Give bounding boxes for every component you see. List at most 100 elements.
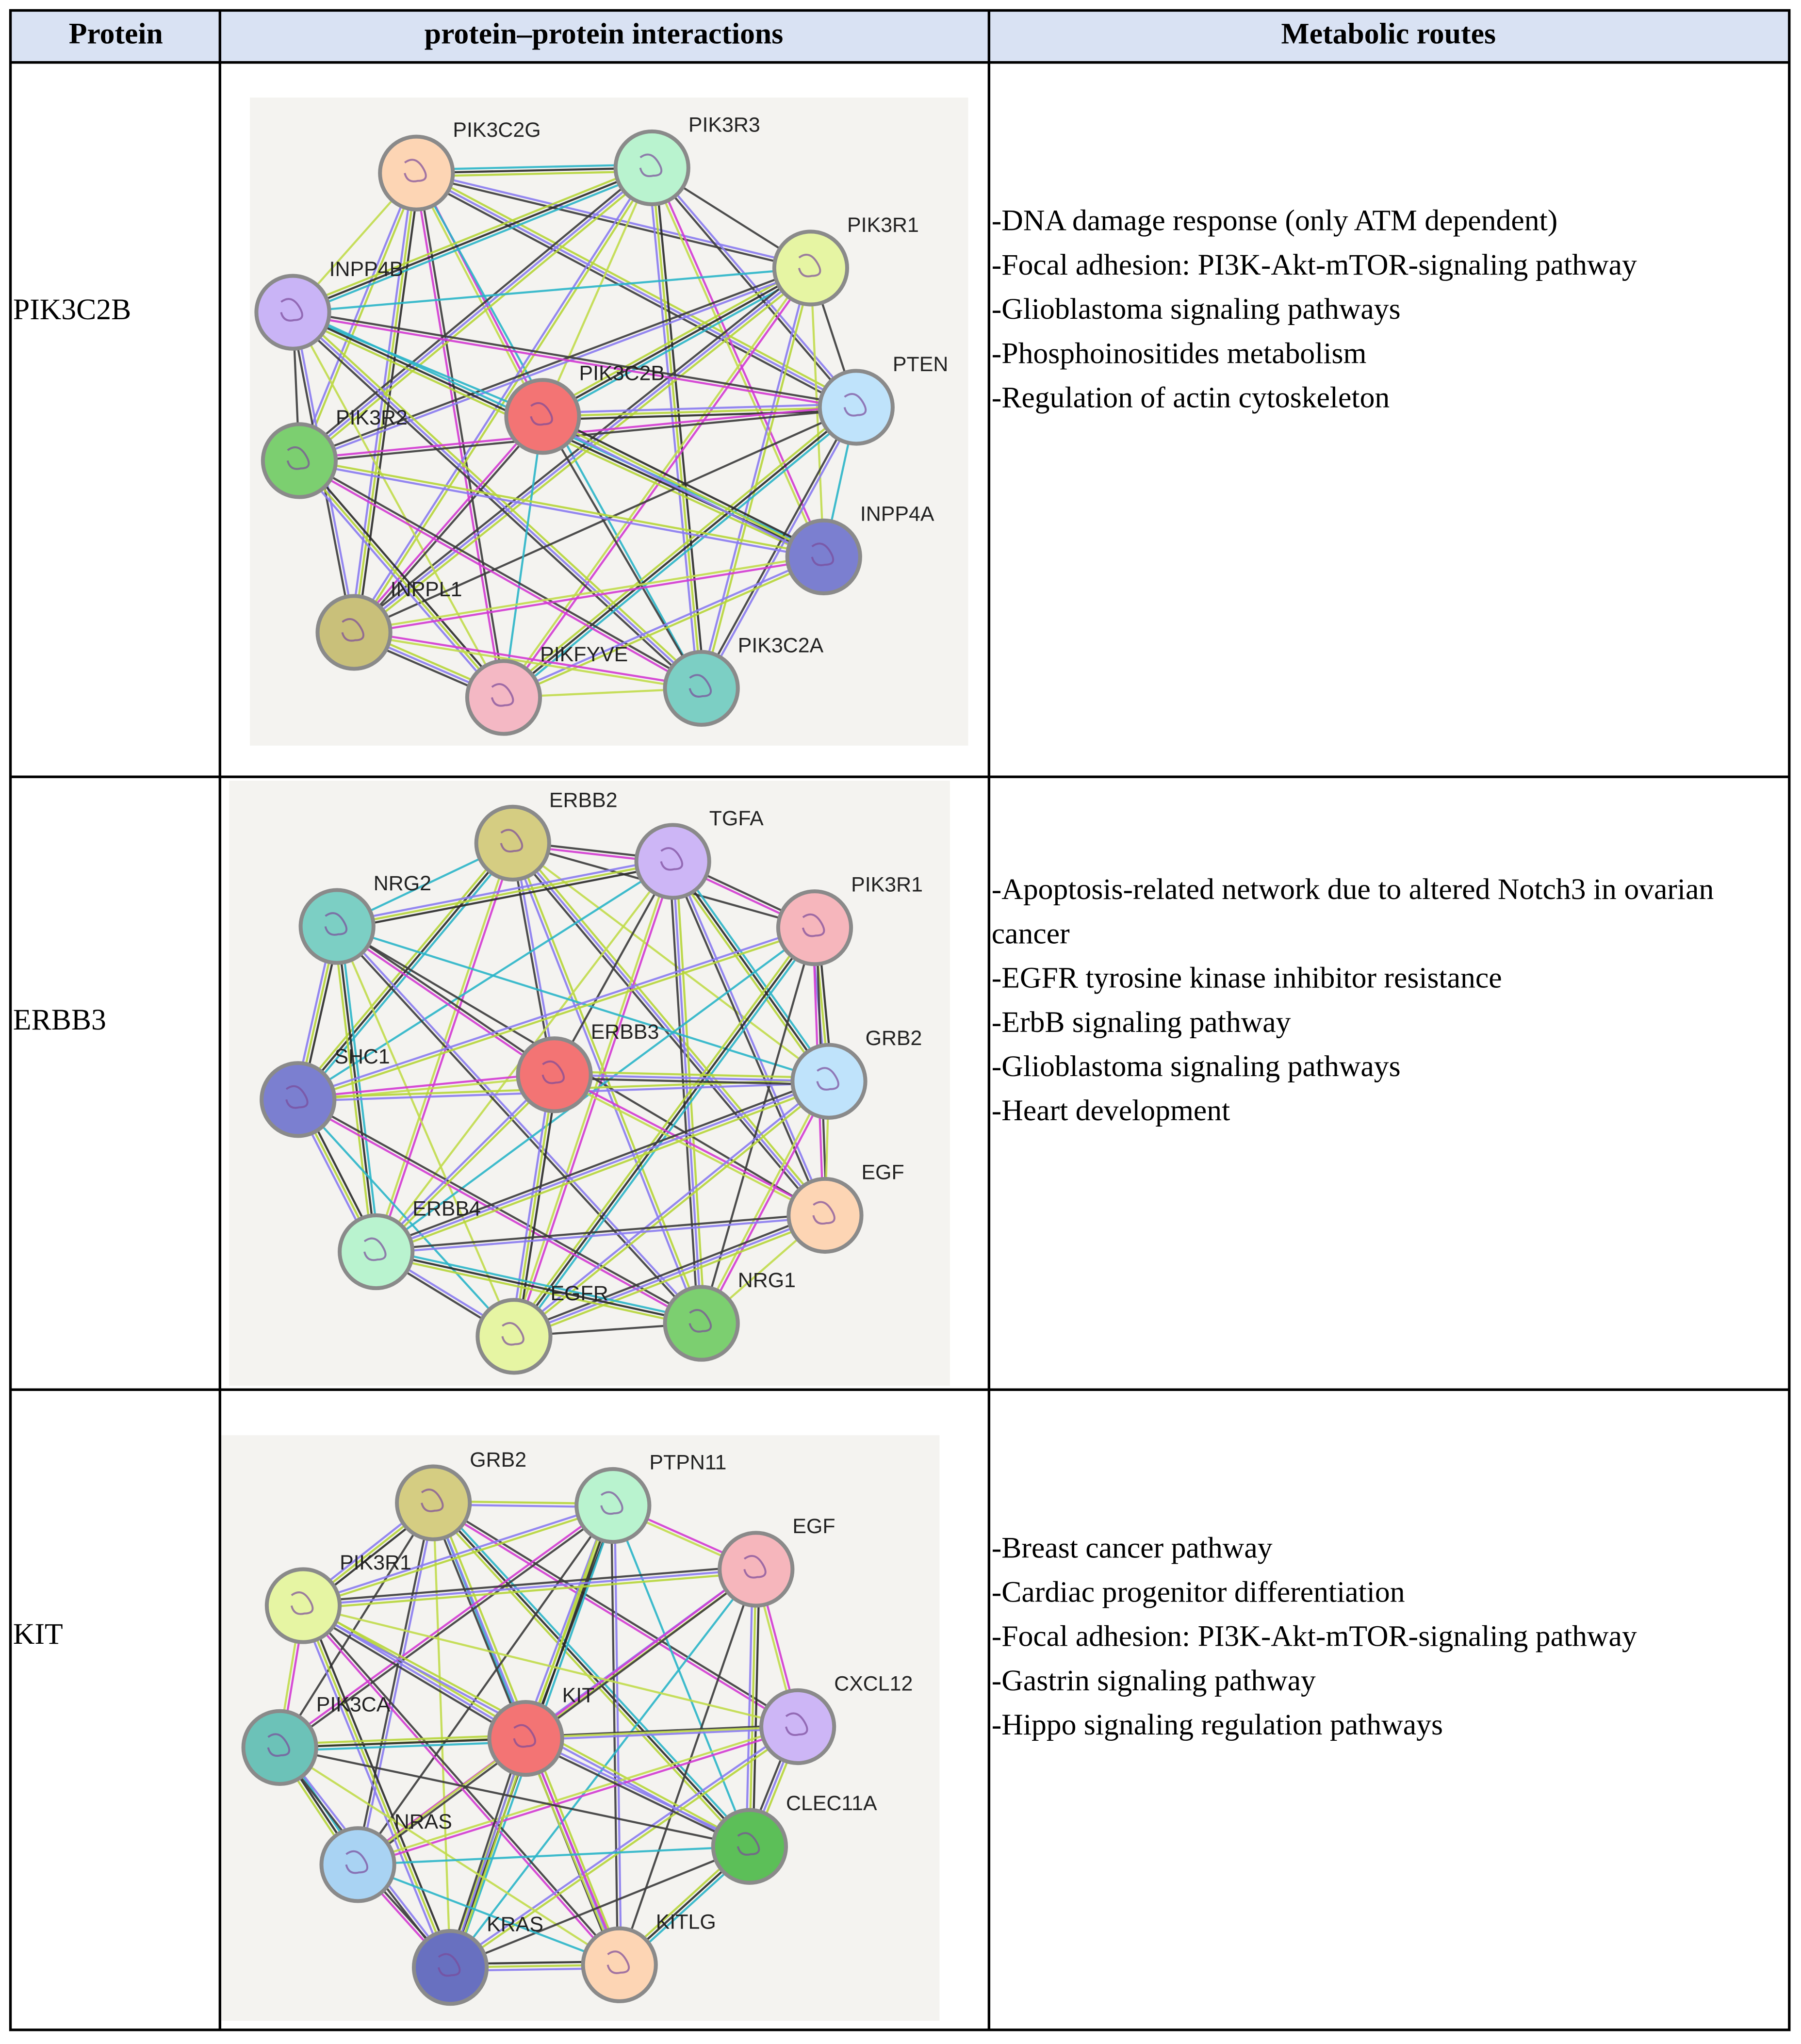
interaction-edge (651, 167, 703, 688)
header-bg (10, 10, 1789, 63)
interaction-edge (446, 1737, 524, 1967)
interaction-edge (297, 925, 815, 1099)
protein-node (315, 594, 393, 671)
network-panel: ERBB2 TGFA NRG2 PIK3R1 SHC1 ERBB3 GRB2 EGF ERBB4… (229, 781, 950, 1386)
interaction-edge (510, 925, 813, 1335)
node-label: TGFA (709, 807, 764, 830)
interaction-edge (668, 861, 699, 1324)
interaction-edge (278, 1503, 613, 1747)
node-structure (843, 392, 867, 417)
protein-node (711, 1808, 788, 1885)
interaction-edge (353, 633, 702, 691)
protein-node (718, 1531, 795, 1608)
protein-node (465, 659, 542, 736)
protein-node (759, 1688, 836, 1766)
interaction-edge (376, 1080, 830, 1253)
node-label: PIK3R1 (851, 873, 923, 897)
node-label: INPP4A (860, 502, 934, 525)
node-structure (600, 1491, 623, 1515)
interaction-edge (337, 924, 704, 1323)
interaction-edge (358, 1727, 799, 1867)
interaction-edge (748, 1569, 757, 1847)
interaction-edge (448, 1724, 798, 1967)
interaction-edge (514, 840, 829, 1214)
node-structure (541, 1060, 565, 1084)
interaction-edge (332, 927, 374, 1253)
protein-node (504, 378, 581, 455)
node-label: NRG1 (738, 1269, 796, 1292)
interaction-edge (509, 845, 823, 1218)
node-structure (798, 254, 821, 278)
interaction-edge (303, 1565, 756, 1603)
interaction-edge (356, 173, 421, 633)
protein-node (241, 1709, 318, 1786)
interaction-edge (298, 461, 824, 560)
protein-node (411, 1929, 489, 2006)
node-structure (501, 1322, 524, 1346)
interaction-edge (373, 842, 512, 1252)
interaction-edge (303, 1568, 756, 1607)
interaction-edge (357, 1864, 620, 1966)
interaction-edge (297, 1072, 555, 1099)
interaction-edge (554, 1077, 829, 1086)
node-structure (363, 1237, 387, 1261)
interaction-edge (543, 412, 826, 555)
protein-node (474, 804, 551, 882)
interaction-edge (377, 1075, 557, 1254)
interaction-edge (298, 461, 701, 691)
interaction-edge (432, 1502, 751, 1848)
node-structure (290, 1591, 314, 1615)
node-structure (267, 1733, 291, 1757)
interaction-edge (353, 406, 857, 634)
protein-name: ERBB3 (13, 1003, 106, 1036)
interaction-edge (504, 557, 825, 700)
protein-node (634, 823, 711, 900)
protein-name: KIT (13, 1618, 63, 1651)
node-label: PIKFYVE (540, 643, 628, 666)
interaction-edge (354, 629, 702, 688)
interaction-edge (502, 416, 544, 698)
interaction-edge (298, 928, 816, 1102)
route: -Glioblastoma signaling pathways (991, 1050, 1401, 1083)
header-cell: protein–protein interactions (425, 17, 783, 50)
node-label: EGFR (551, 1282, 608, 1305)
protein-node (475, 1298, 553, 1375)
interaction-edge (670, 861, 825, 1217)
route: -Regulation of actin cytoskeleton (991, 381, 1390, 414)
interaction-edge (339, 926, 381, 1252)
node-label: ERBB3 (591, 1020, 659, 1044)
route: -ErbB signaling pathway (991, 1006, 1291, 1039)
node-label: PIK3C2G (453, 118, 540, 142)
protein-node (785, 518, 862, 595)
interaction-edge (300, 173, 419, 462)
interaction-edge (669, 863, 827, 1084)
interaction-edge (352, 414, 542, 632)
node-label: SHC1 (334, 1045, 390, 1068)
protein-node (487, 1700, 564, 1777)
interaction-edge (303, 1571, 757, 1610)
node-structure (816, 1067, 839, 1091)
routes-cell: -Breast cancer pathway -Cardiac progenito… (992, 1526, 1785, 1748)
node-structure (530, 402, 553, 426)
interaction-edge (296, 1100, 702, 1326)
interaction-edge (702, 1081, 832, 1325)
interaction-edge (302, 1605, 452, 1968)
interaction-edge (303, 1603, 622, 1964)
interaction-edge (700, 927, 816, 1324)
routes-list: -Breast cancer pathway -Cardiac progenito… (992, 1526, 1785, 1748)
node-label: KIT (562, 1684, 595, 1707)
route: -Heart development (991, 1094, 1230, 1127)
node-structure (812, 1201, 835, 1225)
header-cell: Metabolic routes (1281, 17, 1496, 50)
node-structure (785, 1712, 808, 1736)
route: -Hippo signaling regulation pathways (991, 1708, 1443, 1741)
interaction-edge (430, 1504, 748, 1849)
routes-cell: -Apoptosis-related network due to altere… (991, 873, 1714, 1127)
node-structure (737, 1832, 760, 1856)
interaction-edge (278, 1502, 434, 1749)
interaction-edge (301, 458, 507, 696)
interaction-edge (336, 926, 377, 1252)
interaction-edge (555, 1072, 827, 1215)
interaction-edge (292, 312, 856, 410)
node-label: CXCL12 (834, 1672, 913, 1695)
